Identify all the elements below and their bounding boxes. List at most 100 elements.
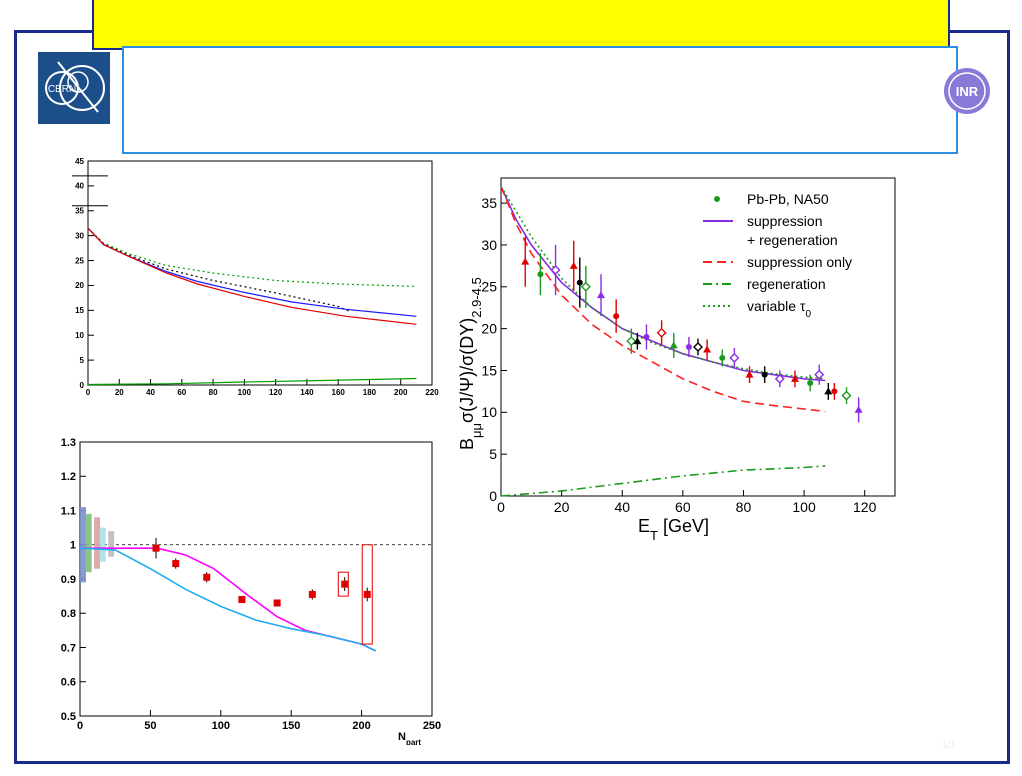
- y-tick-label-3: 15: [75, 306, 84, 315]
- y-tick-label-0: 0.5: [61, 711, 76, 723]
- data-point-2: [203, 573, 211, 581]
- syst-band-2: [94, 517, 101, 569]
- x-tick-label-5: 100: [792, 499, 816, 515]
- x-tick-label-8: 160: [332, 388, 346, 397]
- plot-area: [87, 160, 433, 386]
- data-point-10: [643, 334, 650, 340]
- x-tick-label-3: 60: [177, 388, 186, 397]
- page-number: 1/1: [942, 740, 956, 751]
- x-tick-label-10: 200: [394, 388, 408, 397]
- data-point-22: [807, 380, 814, 387]
- chart-bottom-left: 0 50 100 150 200 250 0.5 0.6 0.7 0.8 0.9 1 1.1 1.2 1.3…: [61, 437, 441, 745]
- y-tick-label-3: 0.8: [61, 608, 76, 620]
- x-tick-label-2: 100: [212, 720, 230, 732]
- x-tick-label-3: 150: [282, 720, 300, 732]
- x-tick-label-5: 100: [238, 388, 252, 397]
- data-point-3: [569, 261, 578, 269]
- data-point-2: [550, 265, 561, 276]
- data-point-5: [308, 590, 316, 598]
- syst-band-1: [85, 513, 92, 573]
- data-point-25: [831, 388, 838, 395]
- data-point-13: [685, 344, 692, 351]
- x-axis-label: Npart: [398, 731, 421, 745]
- x-tick-label-0: 0: [86, 388, 91, 397]
- data-point-11: [656, 327, 667, 338]
- y-tick-label-7: 1.2: [61, 471, 76, 483]
- x-tick-label-1: 20: [554, 499, 570, 515]
- x-tick-label-6: 120: [269, 388, 283, 397]
- legend-label-1-line2: + regeneration: [747, 232, 838, 248]
- data-point-0: [152, 544, 160, 552]
- y-tick-label-6: 1.1: [61, 505, 76, 517]
- syst-band-4: [108, 531, 115, 557]
- x-tick-label-1: 20: [115, 388, 124, 397]
- y-tick-label-0: 0: [489, 488, 497, 504]
- data-point-15: [703, 345, 712, 353]
- data-point-7: [613, 313, 620, 320]
- y-tick-label-9: 45: [75, 157, 84, 166]
- data-point-27: [854, 405, 863, 413]
- data-point-19: [761, 371, 768, 378]
- series-line-4: [87, 377, 417, 386]
- x-tick-label-0: 0: [77, 720, 83, 732]
- series-line-1: [79, 547, 377, 652]
- x-tick-label-0: 0: [497, 499, 505, 515]
- x-tick-label-1: 50: [144, 720, 156, 732]
- x-tick-label-5: 250: [423, 720, 441, 732]
- data-point-9: [633, 337, 642, 345]
- data-point-0: [521, 257, 530, 265]
- x-tick-label-11: 220: [425, 388, 439, 397]
- data-point-26: [841, 390, 852, 401]
- inr-logo: INR: [942, 66, 992, 116]
- x-tick-label-3: 60: [675, 499, 691, 515]
- y-tick-label-5: 1: [70, 540, 76, 552]
- data-point-23: [814, 369, 825, 380]
- cern-logo: CERN: [38, 52, 110, 124]
- series-line-0: [87, 227, 417, 287]
- data-point-17: [729, 352, 740, 363]
- data-point-20: [774, 373, 785, 384]
- cern-logo-text: CERN: [48, 84, 76, 95]
- y-tick-label-5: 25: [75, 256, 84, 265]
- x-tick-label-9: 180: [363, 388, 377, 397]
- x-tick-label-4: 200: [352, 720, 370, 732]
- data-point-21: [790, 374, 799, 382]
- plot-area: [79, 441, 433, 717]
- data-point-18: [745, 370, 754, 378]
- data-point-3: [238, 596, 246, 604]
- y-tick-label-4: 0.9: [61, 574, 76, 586]
- y-tick-label-0: 0: [80, 381, 85, 390]
- syst-band-3: [99, 527, 106, 562]
- data-point-12: [669, 341, 678, 349]
- legend-label-1: suppression: [747, 213, 823, 229]
- plot-area: [500, 177, 896, 497]
- data-point-14: [693, 342, 703, 353]
- y-tick-label-2: 0.7: [61, 642, 76, 654]
- y-tick-label-2: 10: [481, 404, 497, 420]
- y-tick-label-1: 5: [489, 446, 497, 462]
- y-tick-label-1: 5: [80, 356, 85, 365]
- data-point-6: [597, 291, 606, 299]
- data-point-16: [719, 354, 726, 361]
- series-line-0: [500, 186, 826, 382]
- y-tick-label-3: 15: [481, 362, 497, 378]
- title-box: [122, 46, 958, 154]
- data-point-1: [537, 271, 544, 278]
- x-tick-label-4: 80: [736, 499, 752, 515]
- y-tick-label-7: 35: [75, 207, 84, 216]
- chart-top-left: 0 20 40 60 80 100 120 140 160 180 200 220 0 5 10 15 20 25…: [72, 157, 439, 397]
- x-axis-label: ET [GeV]: [638, 516, 709, 543]
- data-point-4: [576, 279, 583, 286]
- data-point-5: [580, 281, 591, 292]
- inr-logo-text: INR: [956, 84, 979, 99]
- y-tick-label-2: 10: [75, 331, 84, 340]
- title-banner: [92, 0, 950, 50]
- data-point-8: [626, 336, 637, 347]
- series-line-2: [500, 465, 826, 497]
- legend-label-4: variable τ0: [747, 298, 811, 320]
- series-line-1: [500, 186, 826, 413]
- data-point-4: [273, 599, 281, 607]
- data-point-6: [341, 580, 349, 588]
- y-tick-label-6: 30: [75, 231, 84, 240]
- y-tick-label-8: 40: [75, 182, 84, 191]
